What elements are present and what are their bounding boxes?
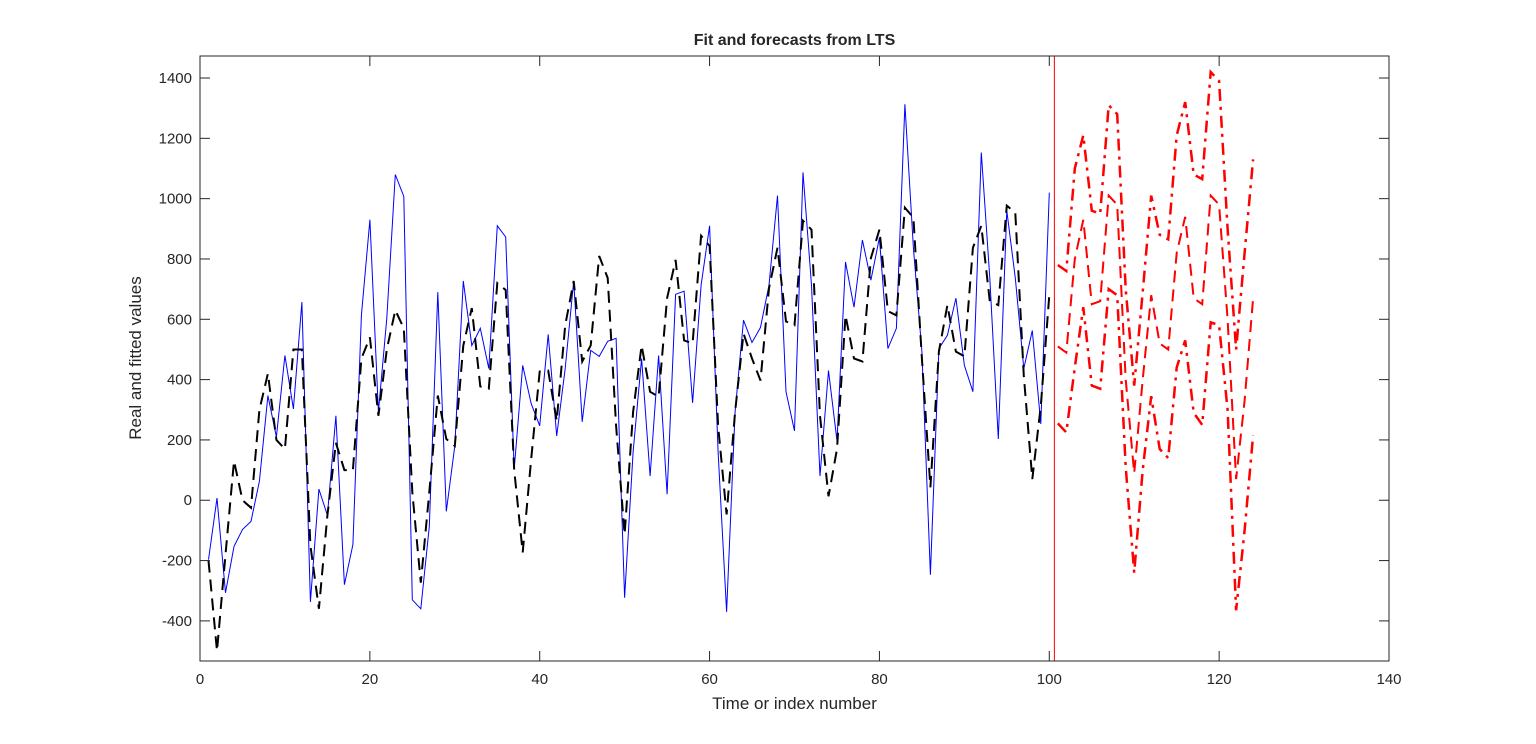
chart-title: Fit and forecasts from LTS xyxy=(694,32,896,49)
y-axis-label: Real and fitted values xyxy=(126,276,145,440)
y-tick-label: 400 xyxy=(167,372,192,389)
x-tick-label: 0 xyxy=(196,671,204,688)
x-tick-label: 140 xyxy=(1376,671,1401,688)
tick-layer: 0 20 40 60 80 100 120 140 -400 -200 0 200 400 600 800 1… xyxy=(159,56,1402,688)
y-tick-label: 800 xyxy=(167,251,192,268)
plot-area xyxy=(200,56,1389,661)
y-tick-label: 600 xyxy=(167,311,192,328)
y-tick-label: -200 xyxy=(162,553,192,570)
y-tick-label: -400 xyxy=(162,613,192,630)
x-tick-label: 80 xyxy=(871,671,888,688)
y-tick-label: 1400 xyxy=(159,70,192,87)
series-line-real xyxy=(208,104,1050,612)
x-tick-label: 60 xyxy=(701,671,718,688)
series-line-lower xyxy=(1056,286,1255,611)
x-axis-label: Time or index number xyxy=(712,694,877,713)
y-tick-label: 1200 xyxy=(159,130,192,147)
plot-frame xyxy=(199,55,1390,662)
y-tick-label: 0 xyxy=(184,492,192,509)
x-tick-label: 20 xyxy=(362,671,379,688)
x-tick-label: 120 xyxy=(1207,671,1232,688)
y-tick-label: 200 xyxy=(167,432,192,449)
y-tick-label: 1000 xyxy=(159,191,192,208)
series-layer xyxy=(207,56,1255,661)
series-line-fitted xyxy=(207,203,1051,652)
series-line-forecast xyxy=(1057,193,1255,480)
x-tick-label: 40 xyxy=(531,671,548,688)
x-tick-label: 100 xyxy=(1037,671,1062,688)
